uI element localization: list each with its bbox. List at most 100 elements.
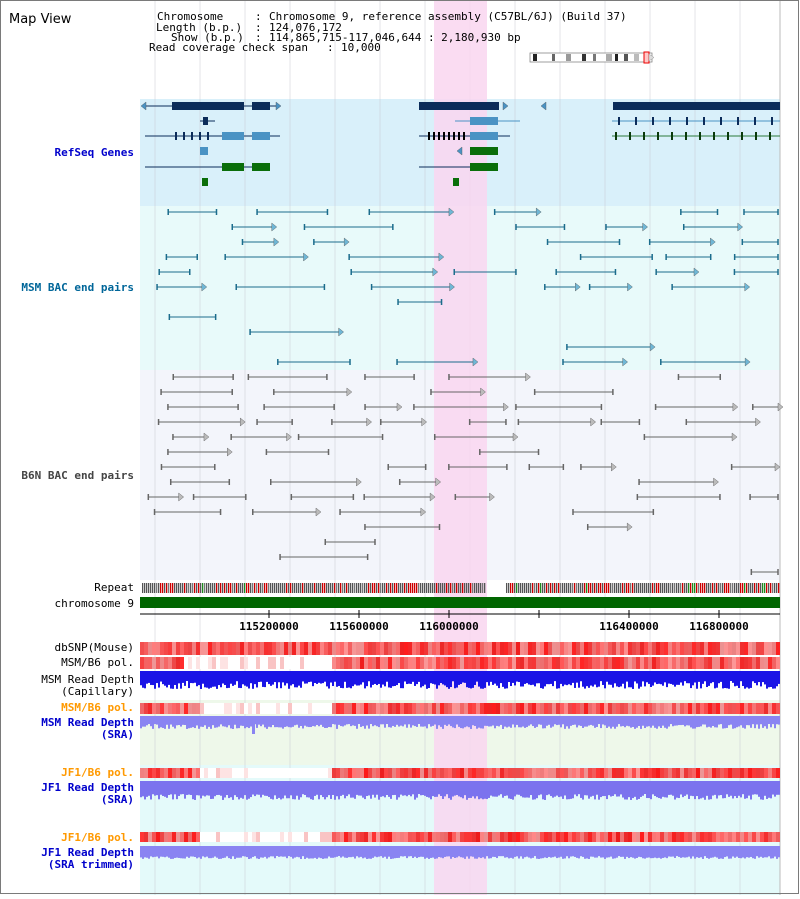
jf1-pol-cell xyxy=(664,768,668,778)
jf1-sra-depth-bar xyxy=(584,781,586,796)
jf1-pol2-cell xyxy=(492,832,496,842)
jf1-pol2-cell xyxy=(376,832,380,842)
msm-sra-depth-bar xyxy=(592,716,594,726)
jf1-sra-depth-bar xyxy=(460,781,462,798)
ideogram-position-marker[interactable] xyxy=(643,51,650,64)
jf1-trimmed-depth-bar xyxy=(370,846,372,859)
chromosome-ideogram[interactable] xyxy=(529,51,655,64)
msm-sra-depth-bar xyxy=(190,716,192,728)
msm-capillary-depth-bar xyxy=(186,671,188,682)
jf1-trimmed-depth-bar xyxy=(348,846,350,858)
jf1-trimmed-depth-bar xyxy=(496,846,498,859)
jf1-sra-depth-bar xyxy=(552,781,554,798)
jf1-trimmed-depth-bar xyxy=(778,846,780,858)
jf1-pol2-cell xyxy=(368,832,372,842)
b6n-bac-pair-arrow xyxy=(713,477,719,487)
msm-pol2-cell xyxy=(532,703,536,714)
repeat-mark xyxy=(378,583,380,593)
jf1-pol-cell xyxy=(744,768,748,778)
msm-sra-depth-bar xyxy=(662,716,664,726)
refseq-exon xyxy=(252,102,270,110)
msm-sra-depth-bar xyxy=(426,716,428,729)
repeat-mark xyxy=(776,583,778,593)
jf1-sra-depth-bar xyxy=(362,781,364,798)
msm-pol2-cell xyxy=(236,703,240,714)
msm-bac-pair-arrow xyxy=(575,282,581,292)
msm-sra-depth-bar xyxy=(302,716,304,729)
repeat-mark xyxy=(616,583,618,593)
repeat-mark xyxy=(756,583,758,593)
jf1-trimmed-depth-bar xyxy=(684,846,686,858)
msm-pol2-cell xyxy=(368,703,372,714)
jf1-pol-cell xyxy=(580,768,584,778)
msm-sra-depth-bar xyxy=(430,716,432,727)
jf1-pol2-cell xyxy=(616,832,620,842)
jf1-trimmed-depth-bar xyxy=(596,846,598,858)
jf1-sra-depth-bar xyxy=(360,781,362,796)
repeat-mark xyxy=(348,583,350,593)
msm-sra-depth-bar xyxy=(390,716,392,728)
msm-sra-depth-bar xyxy=(270,716,272,728)
msm-capillary-depth-bar xyxy=(318,671,320,683)
msm-pol2-cell xyxy=(372,703,376,714)
msm-pol-cell xyxy=(248,657,252,669)
msm-sra-depth-bar xyxy=(408,716,410,725)
jf1-trimmed-depth-bar xyxy=(742,846,744,858)
msm-pol2-cell xyxy=(644,703,648,714)
msm-sra-depth-bar xyxy=(174,716,176,729)
msm-capillary-depth-bar xyxy=(608,671,610,685)
msm-pol-cell xyxy=(592,657,596,669)
jf1-pol2-cell xyxy=(240,832,244,842)
repeat-mark xyxy=(708,583,710,593)
jf1-sra-depth-bar xyxy=(358,781,360,796)
msm-capillary-depth-bar xyxy=(292,671,294,685)
b6n-bac-pair-arrow xyxy=(227,447,233,457)
msm-capillary-depth-bar xyxy=(442,671,444,685)
msm-sra-depth-bar xyxy=(570,716,572,726)
jf1-sra-depth-bar xyxy=(448,781,450,799)
jf1-pol2-cell xyxy=(480,832,484,842)
dbsnp-cell xyxy=(504,642,508,655)
msm-capillary-depth-bar xyxy=(286,671,288,684)
repeat-mark xyxy=(654,583,656,593)
jf1-sra-depth-bar xyxy=(512,781,514,800)
msm-pol2-cell xyxy=(724,703,728,714)
msm-sra-depth-bar xyxy=(180,716,182,727)
msm-sra-depth-bar xyxy=(506,716,508,728)
jf1-sra-depth-bar xyxy=(402,781,404,796)
jf1-trimmed-depth-bar xyxy=(384,846,386,857)
msm-capillary-depth-bar xyxy=(774,671,776,689)
repeat-mark xyxy=(220,583,222,593)
b6n-bac-pair-arrow xyxy=(178,492,184,502)
msm-pol2-cell xyxy=(664,703,668,714)
refseq-exon xyxy=(222,132,244,140)
jf1-pol2-cell xyxy=(436,832,440,842)
msm-sra-depth-bar xyxy=(230,716,232,729)
jf1-trimmed-depth-bar xyxy=(480,846,482,859)
jf1-sra-depth-bar xyxy=(278,781,280,798)
jf1-trimmed-depth-bar xyxy=(728,846,730,859)
msm-capillary-depth-bar xyxy=(620,671,622,687)
repeat-mark xyxy=(200,583,202,593)
refseq-exon xyxy=(755,132,757,140)
jf1-pol-cell xyxy=(560,768,564,778)
msm-pol-cell xyxy=(760,657,764,669)
jf1-trimmed-depth-bar xyxy=(704,846,706,857)
jf1-pol-cell xyxy=(576,768,580,778)
repeat-mark xyxy=(734,583,736,593)
msm-capillary-depth-bar xyxy=(716,671,718,688)
jf1-trimmed-depth-bar xyxy=(548,846,550,857)
jf1-pol-cell xyxy=(368,768,372,778)
msm-bac-pair-arrow xyxy=(642,222,648,232)
dbsnp-cell xyxy=(716,642,720,655)
repeat-mark xyxy=(300,583,302,593)
msm-capillary-depth-bar xyxy=(416,671,418,685)
msm-capillary-depth-bar xyxy=(262,671,264,687)
repeat-mark xyxy=(520,583,522,593)
jf1-pol2-cell xyxy=(196,832,200,842)
msm-capillary-depth-bar xyxy=(670,671,672,684)
jf1-sra-depth-bar xyxy=(484,781,486,799)
repeat-mark xyxy=(700,583,702,593)
msm-pol2-cell xyxy=(324,703,328,714)
